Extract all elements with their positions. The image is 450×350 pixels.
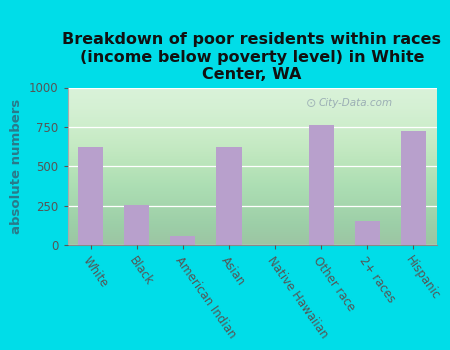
- Bar: [124, 205, 149, 245]
- Text: City-Data.com: City-Data.com: [319, 98, 392, 108]
- Bar: [401, 131, 426, 245]
- Bar: [78, 147, 103, 245]
- Bar: [355, 220, 380, 245]
- Bar: [216, 147, 242, 245]
- Y-axis label: absolute numbers: absolute numbers: [10, 99, 23, 234]
- Title: Breakdown of poor residents within races
(income below poverty level) in White
C: Breakdown of poor residents within races…: [63, 32, 441, 82]
- Text: ⊙: ⊙: [306, 97, 316, 110]
- Bar: [309, 125, 334, 245]
- Bar: [170, 236, 195, 245]
